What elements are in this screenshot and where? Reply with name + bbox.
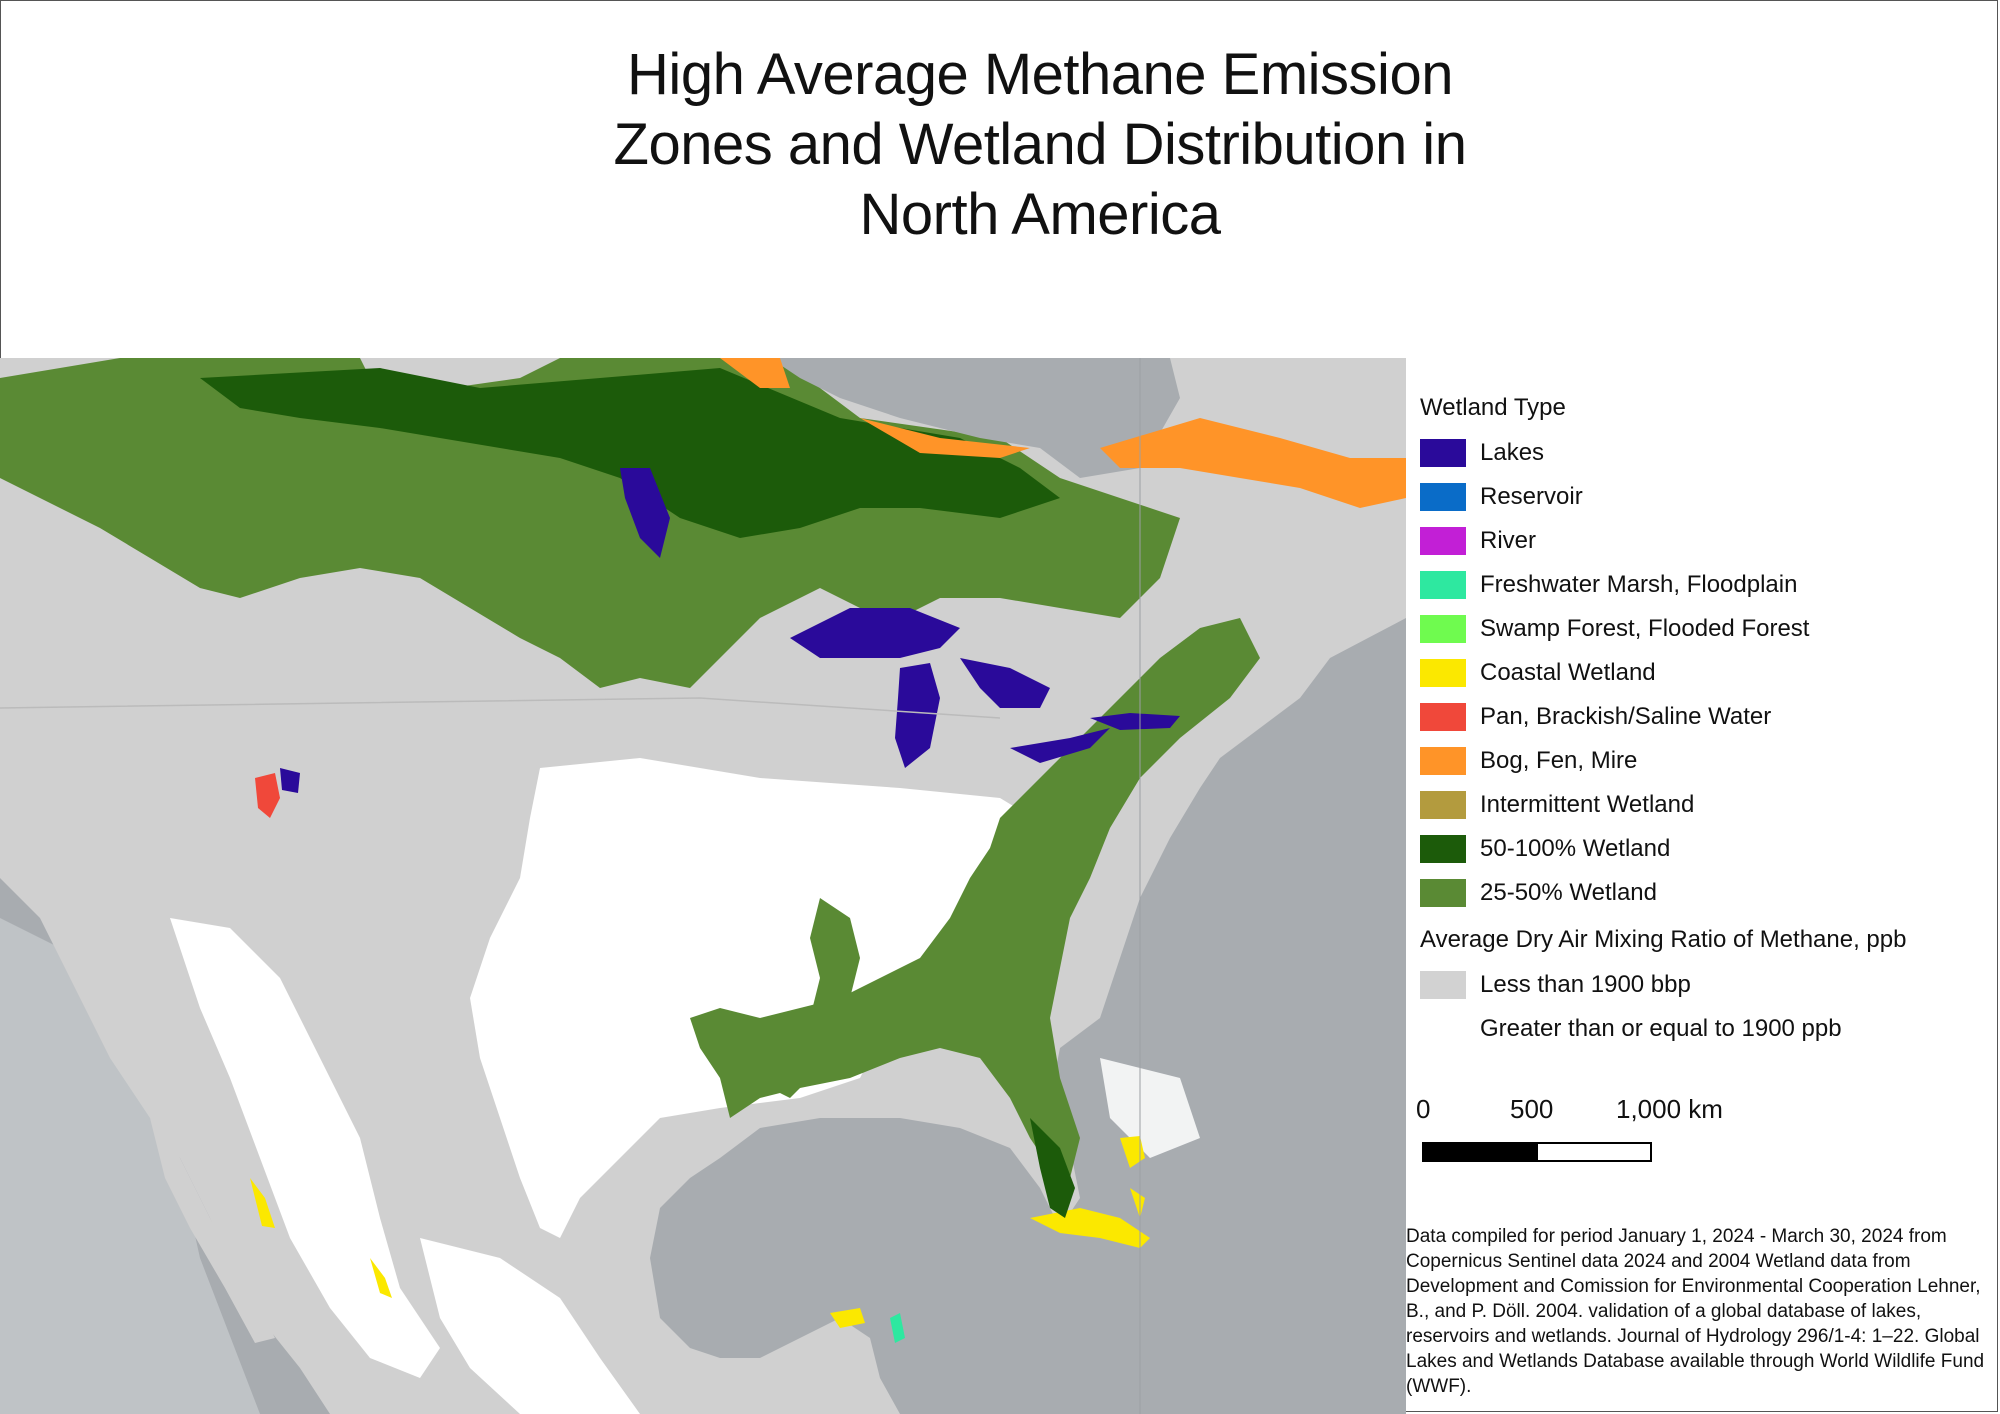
- legend-methane-label: Greater than or equal to 1900 ppb: [1480, 1015, 1842, 1042]
- wetland-florida: [1030, 1118, 1075, 1218]
- wetland-mississippi: [770, 898, 860, 1098]
- coastal-wetland-cuba: [1030, 1208, 1150, 1248]
- title-line-3: North America: [859, 182, 1221, 247]
- title-line-1: High Average Methane Emission: [627, 42, 1453, 107]
- legend: Wetland Type Lakes Reservoir River Freshwat…: [1420, 393, 1990, 1051]
- boundary-line: [0, 697, 1001, 719]
- scale-segment-black: [1424, 1144, 1538, 1160]
- legend-wetland-item: 50-100% Wetland: [1420, 827, 1990, 871]
- lake-utah: [280, 768, 300, 793]
- high-methane-zone-atlantic: [1100, 1058, 1200, 1158]
- legend-wetland-swatch: [1420, 791, 1466, 819]
- map-canvas[interactable]: [0, 358, 1406, 1414]
- legend-wetland-label: Swamp Forest, Flooded Forest: [1480, 615, 1810, 642]
- gulf-of-mexico: [660, 1158, 1000, 1318]
- legend-wetland-swatch: [1420, 703, 1466, 731]
- great-salt-lake: [255, 773, 280, 818]
- legend-methane-item: Less than 1900 bbp: [1420, 963, 1990, 1007]
- legend-wetland-swatch: [1420, 879, 1466, 907]
- legend-wetland-item: Lakes: [1420, 431, 1990, 475]
- legend-wetland-item: Coastal Wetland: [1420, 651, 1990, 695]
- title-line-2: Zones and Wetland Distribution in: [613, 112, 1467, 177]
- baja-california: [150, 1118, 275, 1343]
- scale-label-0: 0: [1416, 1094, 1431, 1124]
- legend-wetland-item: River: [1420, 519, 1990, 563]
- legend-wetland-swatch: [1420, 439, 1466, 467]
- legend-wetland-item: Freshwater Marsh, Floodplain: [1420, 563, 1990, 607]
- legend-wetland-label: Coastal Wetland: [1480, 659, 1656, 686]
- legend-wetland-label: Lakes: [1480, 439, 1545, 466]
- lake-erie: [1010, 728, 1110, 763]
- legend-wetland-label: River: [1480, 527, 1537, 554]
- legend-methane-heading: Average Dry Air Mixing Ratio of Methane,…: [1420, 926, 1907, 953]
- legend-wetland-swatch: [1420, 571, 1466, 599]
- bog-fen-mire-quebec: [1100, 418, 1406, 508]
- legend-methane-list: Less than 1900 bbp Greater than or equal …: [1420, 963, 1990, 1051]
- legend-wetland-item: Reservoir: [1420, 475, 1990, 519]
- legend-wetland-label: Bog, Fen, Mire: [1480, 747, 1638, 774]
- legend-wetland-item: Intermittent Wetland: [1420, 783, 1990, 827]
- legend-wetland-label: 25-50% Wetland: [1480, 879, 1657, 906]
- high-methane-zone-mexico: [420, 1238, 640, 1414]
- legend-wetland-label: Intermittent Wetland: [1480, 791, 1695, 818]
- legend-wetland-item: Swamp Forest, Flooded Forest: [1420, 607, 1990, 651]
- wetland-50-100-canada: [200, 368, 1060, 538]
- legend-wetland-item: Bog, Fen, Mire: [1420, 739, 1990, 783]
- legend-wetland-swatch: [1420, 527, 1466, 555]
- legend-wetland-label: Reservoir: [1480, 483, 1583, 510]
- scale-label-500: 500: [1510, 1094, 1554, 1124]
- legend-wetland-label: Freshwater Marsh, Floodplain: [1480, 571, 1798, 598]
- hudson-bay: [770, 358, 1180, 478]
- scale-label-1000: 1,000 km: [1616, 1094, 1723, 1124]
- high-methane-zone-central: [470, 758, 1050, 1238]
- scale-bar: 0 500 1,000 km: [1414, 1094, 1754, 1164]
- legend-methane-item: Greater than or equal to 1900 ppb: [1420, 1007, 1990, 1051]
- scale-track: [1422, 1142, 1652, 1162]
- legend-wetland-list: Lakes Reservoir River Freshwater Marsh, Flo…: [1420, 431, 1990, 915]
- pacific-haze: [0, 918, 260, 1414]
- legend-wetland-item: Pan, Brackish/Saline Water: [1420, 695, 1990, 739]
- wetland-25-50-east-coast: [690, 618, 1260, 1178]
- legend-wetland-swatch: [1420, 835, 1466, 863]
- legend-wetland-label: 50-100% Wetland: [1480, 835, 1671, 862]
- lake-winnipeg: [620, 468, 670, 558]
- legend-wetland-item: 25-50% Wetland: [1420, 871, 1990, 915]
- legend-wetland-label: Pan, Brackish/Saline Water: [1480, 703, 1772, 730]
- data-credits: Data compiled for period January 1, 2024…: [1406, 1226, 1985, 1397]
- coastal-wetland-bahamas: [1120, 1136, 1145, 1218]
- legend-methane-swatch: [1420, 971, 1466, 999]
- lake-michigan: [895, 663, 940, 768]
- legend-methane-swatch: [1420, 1015, 1466, 1043]
- bog-fen-mire-hudson: [720, 358, 1030, 458]
- coastal-wetland-yucatan: [830, 1308, 865, 1328]
- lake-huron: [960, 658, 1050, 708]
- freshwater-marsh-yucatan: [890, 1313, 905, 1343]
- legend-wetland-swatch: [1420, 659, 1466, 687]
- legend-methane-label: Less than 1900 bbp: [1480, 971, 1691, 998]
- legend-wetland-swatch: [1420, 483, 1466, 511]
- legend-wetland-swatch: [1420, 615, 1466, 643]
- legend-wetland-heading: Wetland Type: [1420, 394, 1566, 421]
- map-title: High Average Methane Emission Zones and …: [500, 40, 1580, 250]
- lake-ontario: [1090, 713, 1180, 730]
- legend-wetland-swatch: [1420, 747, 1466, 775]
- lake-superior: [790, 608, 960, 658]
